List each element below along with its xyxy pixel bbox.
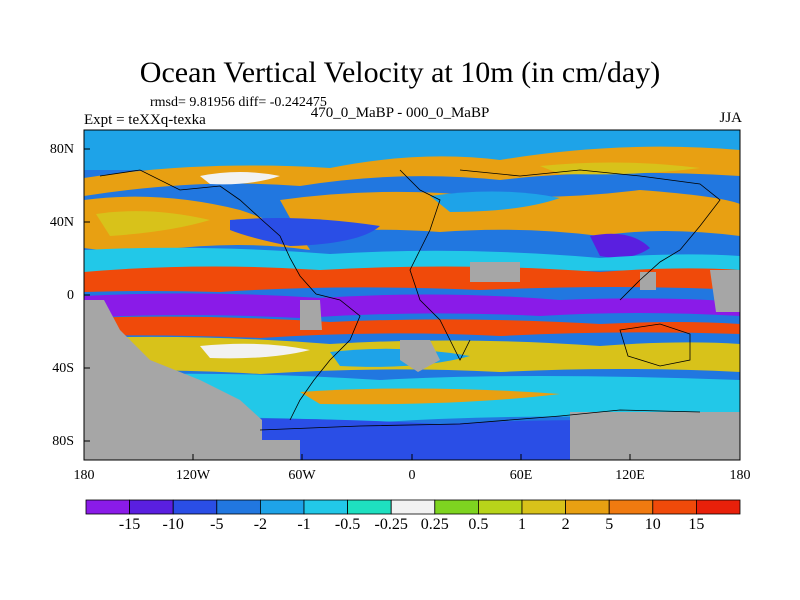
coastline-outlines (99, 169, 721, 431)
colorbar-box (696, 499, 741, 515)
colorbar-label: -0.25 (374, 516, 408, 533)
land-small-2 (470, 262, 520, 282)
region-north-pacific-yellow (96, 211, 210, 236)
region-north-midlat-orange (280, 190, 740, 236)
lon-label-180e: 180 (729, 468, 751, 483)
colorbar-label: -15 (118, 516, 141, 533)
lat-label-0: 0 (67, 288, 74, 303)
lon-label-60w: 60W (288, 468, 316, 483)
lat-label-40s: 40S (52, 361, 74, 376)
difference-label: 470_0_MaBP - 000_0_MaBP (310, 105, 490, 121)
colorbar-box (259, 499, 305, 515)
colorbar-box (565, 499, 610, 515)
colorbar-box (434, 499, 479, 515)
region-south-white (200, 343, 310, 359)
colorbar-box (521, 499, 566, 515)
lat-label-40n: 40N (49, 215, 74, 230)
region-asia-blue (590, 233, 650, 258)
colorbar-label: 1 (518, 516, 526, 533)
season-label: JJA (719, 110, 742, 126)
region-equatorial-upwelling (84, 293, 740, 318)
coastline-asia (459, 169, 721, 301)
colorbar-label: 15 (688, 516, 705, 533)
colorbar-box (303, 499, 348, 515)
lat-label-80n: 80N (49, 142, 74, 157)
region-tropical-downwelling-north (84, 266, 740, 292)
coastline-south-america (289, 293, 361, 421)
colorbar-box (608, 499, 654, 515)
colorbar-box (129, 499, 174, 515)
land-west-continent (84, 300, 262, 440)
coastline-australia (619, 323, 691, 367)
colorbar-label: -1 (297, 516, 311, 533)
region-arctic-orange (84, 146, 740, 196)
experiment-label: Expt = teXXq-texka (84, 112, 206, 128)
colorbar-box (85, 499, 130, 515)
colorbar-label: -5 (210, 516, 224, 533)
colorbar-box (477, 499, 523, 515)
colorbar-label: -0.5 (334, 516, 361, 533)
colorbar-box (390, 499, 436, 515)
land-south-central (400, 340, 440, 372)
region-arctic-white (200, 172, 280, 185)
colorbar-label: 2 (561, 516, 570, 533)
velocity-field (84, 130, 740, 460)
region-southern-orange (300, 388, 560, 405)
lon-label-180w: 180 (73, 468, 95, 483)
colorbar-box (216, 499, 261, 515)
colorbar-label: 10 (644, 516, 661, 533)
land-masses (84, 262, 740, 460)
colorbar-label: 5 (605, 516, 614, 533)
colorbar-box (347, 499, 392, 515)
lon-label-60e: 60E (509, 468, 533, 483)
colorbar-box (172, 499, 218, 515)
region-south-equatorial-orange (84, 316, 740, 338)
lat-label-80s: 80S (52, 434, 74, 449)
colorbar-label: 0.5 (468, 516, 489, 533)
land-small-1 (300, 300, 322, 330)
stats-line: rmsd= 9.81956 diff= -0.242475 (150, 95, 327, 110)
region-arctic-yellow (540, 162, 700, 175)
colorbar-label: -10 (162, 516, 184, 533)
colorbar-boxes (85, 499, 741, 515)
colorbar-label: 0.25 (420, 516, 449, 533)
lon-label-0: 0 (408, 468, 416, 483)
axis-ticks (83, 148, 741, 460)
colorbar-box (652, 499, 697, 515)
land-antarctic-east (570, 412, 740, 460)
colorbar-label: -2 (253, 516, 268, 533)
land-east (710, 270, 740, 312)
lon-label-120w: 120W (175, 468, 211, 483)
map-title: Ocean Vertical Velocity at 10m (in cm/da… (139, 56, 661, 89)
lon-label-120e: 120E (615, 468, 645, 483)
land-antarctic-west (84, 440, 300, 460)
coastline-north-america (99, 169, 317, 295)
coastline-antarctica (259, 409, 701, 431)
region-north-midlat-lightblue (430, 191, 560, 212)
coastline-europe-africa (399, 169, 471, 361)
